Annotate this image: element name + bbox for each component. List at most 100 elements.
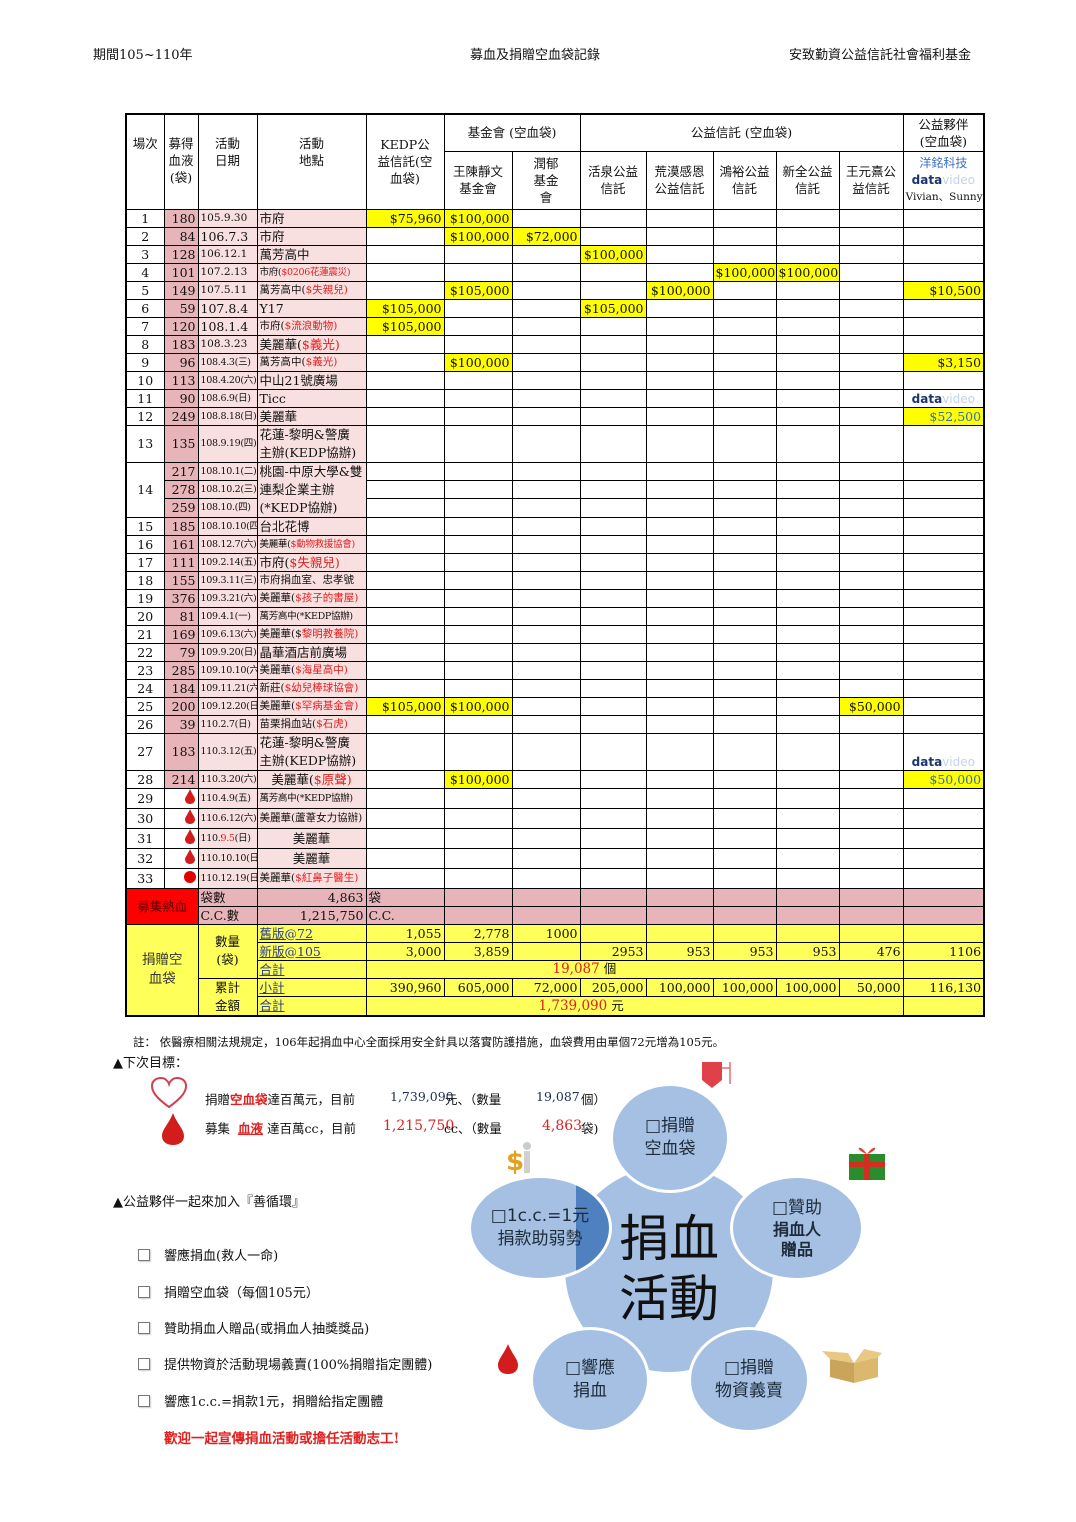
empty-cell [902, 996, 985, 1016]
col-runyu: 潤郁基金會 [511, 150, 581, 210]
amount-cell [902, 588, 985, 608]
amount-cell [645, 516, 714, 536]
amount-cell [775, 769, 840, 789]
amount-cell [579, 678, 647, 698]
amount-cell [775, 606, 840, 626]
amount-cell [775, 461, 840, 481]
checkbox[interactable] [138, 1286, 150, 1298]
amount-cell [775, 678, 840, 698]
amount-cell: $105,000 [443, 280, 513, 300]
location-cell: 美麗華($海星高中) [256, 660, 367, 680]
amount-cell [645, 714, 714, 734]
date-cell: 109.12.20(日) [197, 696, 258, 716]
amount-cell: datavideo [902, 732, 985, 771]
amount-cell [775, 479, 840, 500]
amount-cell [511, 807, 581, 829]
join-item[interactable]: 響應捐血(救人一命) [138, 1245, 278, 1264]
amount-cell [443, 316, 513, 336]
row-number: 32 [125, 847, 165, 869]
bags-cell: 376 [163, 588, 199, 608]
amount-cell: $50,000 [902, 769, 985, 789]
amount-cell [645, 352, 714, 372]
col-no: 場次 [125, 113, 165, 210]
col-location: 活動地點 [256, 113, 367, 210]
amount-cell [712, 280, 777, 300]
amount-cell [511, 696, 581, 716]
amount-cell [365, 516, 445, 536]
amount-cell [645, 807, 714, 829]
table-row: 10 113 108.4.20(六) 中山21號廣場 [125, 370, 985, 390]
amount-cell [511, 732, 581, 771]
row-number: 18 [125, 570, 165, 590]
amount-cell [645, 316, 714, 336]
row-label-link[interactable]: 小計 [259, 979, 285, 995]
amount-cell [579, 588, 647, 608]
location-cell: 市府捐血室、忠孝號 [256, 570, 367, 590]
datavideo-logo: datavideo [911, 172, 975, 187]
amount-cell [511, 388, 581, 408]
bags-cell: 135 [163, 424, 199, 463]
row-label-link[interactable]: 合計 [259, 998, 285, 1014]
amount-cell: $3,150 [902, 352, 985, 372]
bags-cell: 183 [163, 334, 199, 354]
empty-cell [443, 887, 513, 907]
join-item[interactable]: 贊助捐血人贈品(或捐血人抽獎獎品) [138, 1318, 369, 1337]
amount-cell [443, 732, 513, 771]
amount-cell [902, 370, 985, 390]
empty-cell [645, 905, 714, 925]
amount-cell [645, 370, 714, 390]
join-item[interactable]: 捐贈空血袋（每個105元） [138, 1282, 319, 1301]
amount-cell [645, 226, 714, 246]
donation-table: 場次 募得血液(袋) 活動日期 活動地點 KEDP公益信託(空血袋) 基金會 (… [125, 113, 986, 1017]
location-cell: 新莊($幼兒棒球協會) [256, 678, 367, 698]
amount-cell [365, 787, 445, 809]
date-cell: 106.7.3 [197, 226, 258, 246]
join-item[interactable]: 響應1c.c.=捐款1元，捐贈給指定團體 [138, 1391, 383, 1410]
amount-cell [443, 787, 513, 809]
amount-cell [838, 208, 904, 228]
amount-cell [511, 606, 581, 626]
amount-cell [838, 714, 904, 734]
amount-cell [838, 370, 904, 390]
amount-cell: $75,960 [365, 208, 445, 228]
amount-cell [443, 807, 513, 829]
checkbox[interactable] [138, 1249, 150, 1261]
row-label-link[interactable]: 新版@105 [259, 943, 321, 959]
join-item[interactable]: 提供物資於活動現場義賣(100%捐贈指定團體) [138, 1354, 432, 1373]
amount-cell [365, 479, 445, 500]
amount-cell [511, 588, 581, 608]
volunteer-call: 歡迎一起宣傳捐血活動或擔任活動志工! [164, 1431, 400, 1447]
row-number: 19 [125, 588, 165, 608]
qty-cell: 1106 [902, 941, 985, 961]
qty-cell: 953 [775, 941, 840, 961]
amount-cell [775, 827, 840, 849]
col-date: 活動日期 [197, 113, 258, 210]
diagram-right: □贊助 捐血人 贈品 [730, 1175, 864, 1281]
amount-cell [902, 334, 985, 354]
date-cell: 110.9.5(日) [197, 827, 258, 849]
amount-cell [838, 606, 904, 626]
row-number: 8 [125, 334, 165, 354]
amount-cell [902, 244, 985, 264]
date-cell: 108.8.18(日) [197, 406, 258, 426]
col-bags: 募得血液(袋) [163, 113, 199, 210]
row-number: 6 [125, 298, 165, 318]
location-cell: 市府($失親兒) [256, 552, 367, 572]
table-row: 259 108.10.(四) [126, 498, 985, 518]
date-cell: 108.1.4 [197, 316, 258, 336]
amount-cell [443, 298, 513, 318]
amount-cell [579, 606, 647, 626]
header-period: 期間105~110年 [93, 48, 193, 63]
qty-cell: 1000 [511, 923, 581, 943]
checkbox[interactable] [138, 1358, 150, 1370]
amount-cell [365, 588, 445, 608]
row-label-link[interactable]: 舊版@72 [259, 925, 313, 941]
row-label-link[interactable]: 合計 [259, 961, 285, 977]
checkbox[interactable] [138, 1395, 150, 1407]
checkbox[interactable] [138, 1322, 150, 1334]
qty-cell: 2,778 [443, 923, 513, 943]
amount-cell [579, 769, 647, 789]
amount-cell [645, 424, 714, 463]
cc-label: C.C.數 [197, 905, 258, 925]
location-cell: 美麗華 [256, 847, 367, 869]
